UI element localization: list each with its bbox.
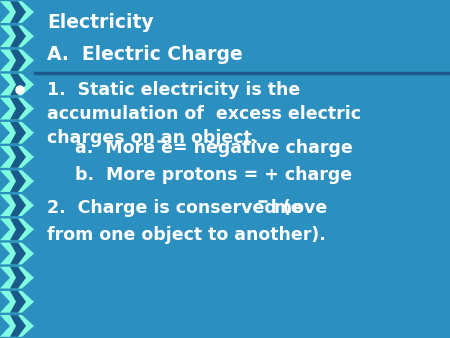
Polygon shape (10, 267, 26, 289)
Polygon shape (10, 194, 26, 216)
Text: 1.  Static electricity is the: 1. Static electricity is the (47, 81, 300, 99)
Text: A.  Electric Charge: A. Electric Charge (47, 46, 243, 65)
Polygon shape (10, 218, 26, 240)
Text: Electricity: Electricity (47, 13, 153, 31)
Polygon shape (0, 146, 34, 168)
Text: a.  More e: a. More e (75, 139, 173, 157)
Text: from one object to another).: from one object to another). (47, 226, 326, 244)
Circle shape (16, 86, 24, 94)
Polygon shape (0, 170, 34, 192)
Polygon shape (10, 122, 26, 144)
Text: b.  More protons = + charge: b. More protons = + charge (75, 166, 352, 184)
Polygon shape (10, 74, 26, 95)
Polygon shape (10, 315, 26, 337)
Polygon shape (10, 146, 26, 168)
Polygon shape (0, 1, 34, 23)
Text: move: move (268, 199, 327, 217)
Polygon shape (10, 291, 26, 313)
Polygon shape (0, 49, 34, 71)
Polygon shape (0, 291, 34, 313)
Polygon shape (10, 170, 26, 192)
Polygon shape (10, 49, 26, 71)
Polygon shape (0, 243, 34, 264)
Polygon shape (0, 122, 34, 144)
Polygon shape (0, 218, 34, 240)
Polygon shape (0, 98, 34, 120)
Polygon shape (0, 267, 34, 289)
Polygon shape (0, 194, 34, 216)
Text: charges on an object.: charges on an object. (47, 129, 258, 147)
Polygon shape (10, 98, 26, 120)
Polygon shape (0, 315, 34, 337)
Polygon shape (10, 1, 26, 23)
Polygon shape (10, 243, 26, 264)
Polygon shape (0, 25, 34, 47)
Text: 2.  Charge is conserved (e: 2. Charge is conserved (e (47, 199, 302, 217)
Polygon shape (10, 25, 26, 47)
Text: = negative charge: = negative charge (167, 139, 353, 157)
Polygon shape (0, 74, 34, 95)
Text: accumulation of  excess electric: accumulation of excess electric (47, 105, 361, 123)
